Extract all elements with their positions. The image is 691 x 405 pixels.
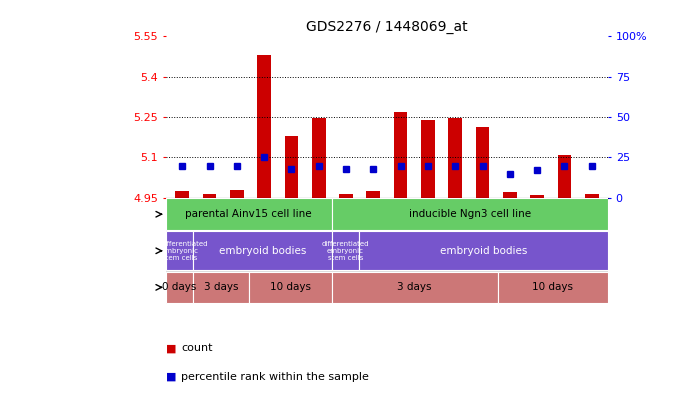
Bar	[166, 198, 332, 230]
Bar	[530, 195, 544, 198]
Text: differentiated
embryonic
stem cells: differentiated embryonic stem cells	[322, 241, 369, 261]
Bar	[332, 231, 359, 270]
Bar	[202, 194, 216, 198]
Text: percentile rank within the sample: percentile rank within the sample	[181, 372, 369, 382]
Bar	[332, 198, 608, 230]
Bar	[249, 272, 332, 303]
Bar	[339, 194, 353, 198]
Bar	[193, 231, 332, 270]
Bar	[448, 119, 462, 198]
Text: count: count	[181, 343, 213, 353]
Text: undifferentiated
embryonic
stem cells: undifferentiated embryonic stem cells	[151, 241, 208, 261]
Bar	[257, 55, 271, 198]
Bar	[421, 120, 435, 198]
Bar	[359, 231, 608, 270]
Text: 0 days: 0 days	[162, 282, 197, 292]
Text: 10 days: 10 days	[269, 282, 311, 292]
Bar	[558, 155, 571, 198]
Bar	[498, 272, 608, 303]
Text: ■: ■	[166, 343, 176, 353]
Text: embryoid bodies: embryoid bodies	[219, 246, 306, 256]
Bar	[394, 112, 408, 198]
Bar	[503, 192, 517, 198]
Text: embryoid bodies: embryoid bodies	[440, 246, 527, 256]
Bar	[166, 272, 193, 303]
Bar	[166, 231, 193, 270]
Text: 3 days: 3 days	[204, 282, 238, 292]
Bar	[176, 191, 189, 198]
Bar	[366, 191, 380, 198]
Text: ■: ■	[166, 372, 176, 382]
Title: GDS2276 / 1448069_at: GDS2276 / 1448069_at	[306, 20, 468, 34]
Bar	[332, 272, 498, 303]
Bar	[475, 126, 489, 198]
Bar	[585, 194, 598, 198]
Bar	[230, 190, 244, 198]
Text: 10 days: 10 days	[532, 282, 574, 292]
Bar	[193, 272, 249, 303]
Text: inducible Ngn3 cell line: inducible Ngn3 cell line	[409, 209, 531, 219]
Text: 3 days: 3 days	[397, 282, 432, 292]
Bar	[285, 136, 299, 198]
Text: parental Ainv15 cell line: parental Ainv15 cell line	[185, 209, 312, 219]
Bar	[312, 119, 325, 198]
